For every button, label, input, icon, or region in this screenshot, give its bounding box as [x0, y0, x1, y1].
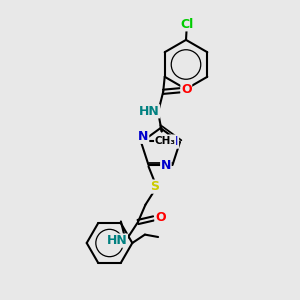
Text: S: S — [151, 180, 160, 193]
Text: N: N — [138, 130, 149, 143]
Text: HN: HN — [139, 105, 160, 118]
Text: N: N — [161, 159, 171, 172]
Text: O: O — [155, 211, 166, 224]
Text: Cl: Cl — [180, 18, 193, 31]
Text: CH₃: CH₃ — [154, 136, 176, 146]
Text: N: N — [168, 135, 178, 148]
Text: O: O — [181, 83, 192, 96]
Text: HN: HN — [106, 234, 128, 247]
